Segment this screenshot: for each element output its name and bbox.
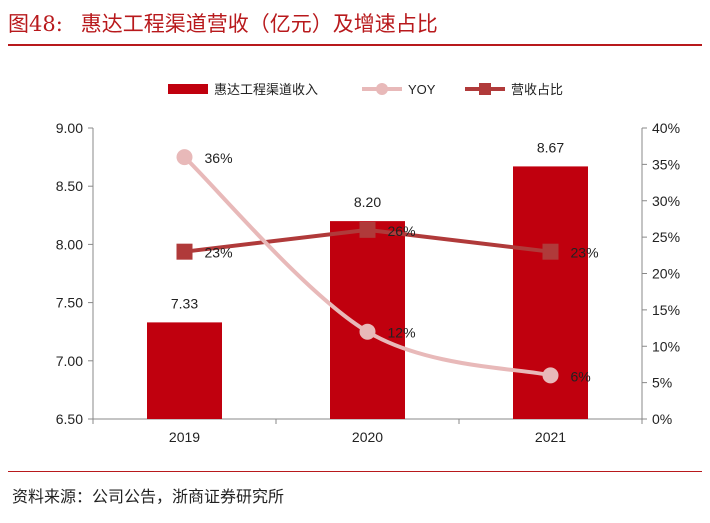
left-tick-label: 6.50	[56, 411, 83, 427]
legend-revenue-label: 惠达工程渠道收入	[214, 82, 318, 97]
share-marker	[542, 243, 559, 260]
legend-share-label: 营收占比	[511, 82, 563, 97]
figure-label: 图48:	[8, 12, 63, 36]
right-tick-label: 10%	[652, 338, 680, 354]
source-note: 资料来源：公司公告，浙商证券研究所	[12, 487, 285, 506]
legend-yoy-label: YOY	[408, 82, 436, 97]
share-marker	[359, 221, 376, 238]
x-tick-label: 2019	[169, 429, 200, 445]
right-tick-label: 20%	[652, 266, 680, 282]
title-divider	[8, 44, 702, 46]
right-tick-label: 35%	[652, 156, 680, 172]
x-tick-label: 2021	[535, 429, 566, 445]
revenue-bar-label: 7.33	[171, 295, 198, 311]
left-tick-label: 8.50	[56, 178, 83, 194]
left-tick-label: 7.50	[56, 295, 83, 311]
figure-title-text: 惠达工程渠道营收（亿元）及增速占比	[80, 12, 438, 36]
revenue-bar-label: 8.20	[354, 194, 381, 210]
right-tick-label: 40%	[652, 120, 680, 136]
share-label: 26%	[388, 223, 416, 239]
legend-revenue-swatch	[168, 84, 208, 94]
right-tick-label: 15%	[652, 302, 680, 318]
right-tick-label: 0%	[652, 411, 672, 427]
yoy-label: 36%	[205, 150, 233, 166]
left-tick-label: 9.00	[56, 120, 83, 136]
legend-yoy-marker	[376, 83, 388, 95]
legend-share-marker	[479, 83, 491, 95]
source-divider	[8, 471, 702, 472]
yoy-label: 6%	[571, 368, 591, 384]
x-tick-label: 2020	[352, 429, 383, 445]
yoy-label: 12%	[388, 325, 416, 341]
revenue-bar-label: 8.67	[537, 139, 564, 155]
yoy-marker	[176, 149, 193, 166]
share-marker	[176, 243, 193, 260]
revenue-bar	[330, 221, 405, 419]
right-tick-label: 30%	[652, 193, 680, 209]
yoy-marker	[359, 323, 376, 340]
left-tick-label: 7.00	[56, 353, 83, 369]
right-tick-label: 25%	[652, 229, 680, 245]
revenue-bar	[147, 322, 222, 419]
share-label: 23%	[205, 245, 233, 261]
figure-title: 图48: 惠达工程渠道营收（亿元）及增速占比	[8, 8, 438, 38]
share-label: 23%	[571, 245, 599, 261]
yoy-marker	[542, 367, 559, 384]
left-tick-label: 8.00	[56, 236, 83, 252]
right-tick-label: 5%	[652, 375, 672, 391]
